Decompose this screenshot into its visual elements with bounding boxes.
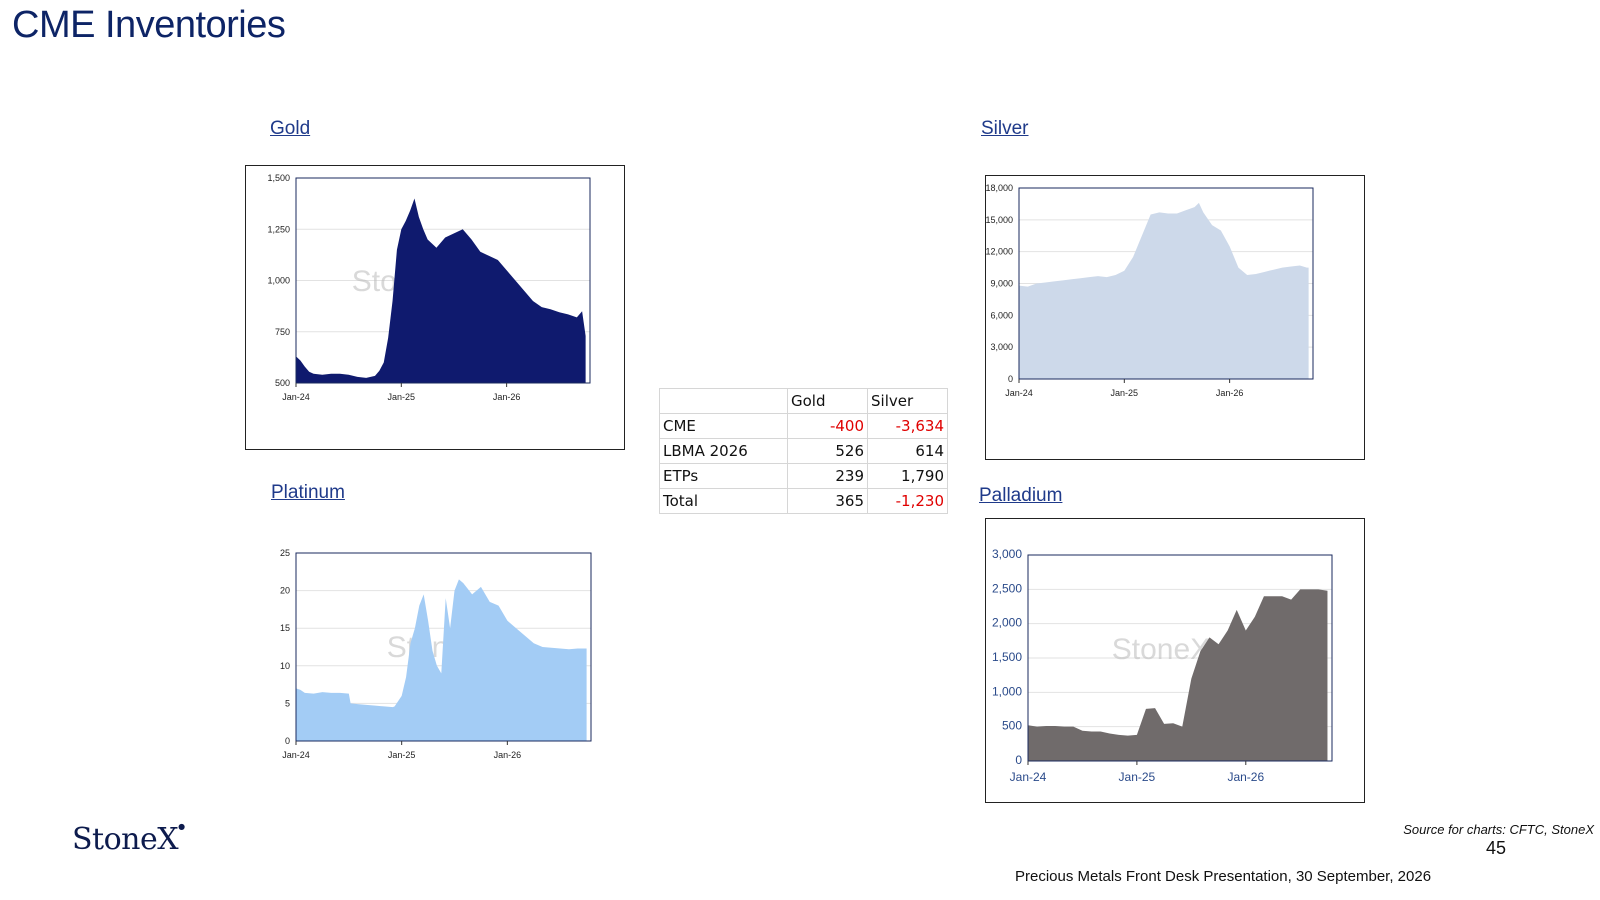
y-tick-label: 1,500 bbox=[267, 173, 290, 183]
palladium-chart-title[interactable]: Palladium bbox=[979, 485, 1063, 506]
x-tick-label: Jan-26 bbox=[494, 750, 522, 760]
page-number: 45 bbox=[1486, 838, 1507, 858]
y-tick-label: 15 bbox=[280, 623, 290, 633]
table-row: CME -400 -3,634 bbox=[659, 413, 948, 439]
y-tick-label: 0 bbox=[285, 736, 290, 746]
y-tick-label: 6,000 bbox=[990, 310, 1013, 320]
y-tick-label: 9,000 bbox=[990, 279, 1013, 289]
y-tick-label: 2,000 bbox=[992, 616, 1022, 630]
table-header-cell: Silver bbox=[867, 388, 948, 414]
x-tick-label: Jan-26 bbox=[1227, 770, 1264, 784]
silver-inventory-chart: 03,0006,0009,00012,00015,00018,000StoneX… bbox=[986, 183, 1314, 398]
silver-value: 614 bbox=[867, 438, 948, 464]
stonex-logo: StoneX● bbox=[72, 822, 185, 857]
y-tick-label: 500 bbox=[275, 378, 290, 388]
row-label: Total bbox=[659, 488, 788, 514]
gold-value: -400 bbox=[787, 413, 868, 439]
source-note: Source for charts: CFTC, StoneX bbox=[1403, 822, 1594, 837]
x-tick-label: Jan-25 bbox=[1119, 770, 1156, 784]
palladium-inventory-area bbox=[1028, 589, 1328, 761]
y-tick-label: 25 bbox=[280, 548, 290, 558]
gold-value: 365 bbox=[787, 488, 868, 514]
x-tick-label: Jan-25 bbox=[388, 750, 416, 760]
x-tick-label: Jan-24 bbox=[282, 392, 310, 402]
x-tick-label: Jan-24 bbox=[1010, 770, 1047, 784]
table-header-cell: Gold bbox=[787, 388, 868, 414]
y-tick-label: 15,000 bbox=[986, 215, 1013, 225]
palladium-inventory-chart: 0 500 1,000 1,500 2,000 2,500 3,000 StoneX Jan-2… bbox=[992, 547, 1333, 784]
row-label: LBMA 2026 bbox=[659, 438, 788, 464]
gold-inventory-chart: 5007501,0001,2501,500StoneXJan-24Jan-25J… bbox=[267, 173, 591, 402]
silver-value: -3,634 bbox=[867, 413, 948, 439]
table-row: ETPs 239 1,790 bbox=[659, 463, 948, 489]
y-tick-label: 18,000 bbox=[986, 183, 1013, 193]
silver-value: -1,230 bbox=[867, 488, 948, 514]
page-title: CME Inventories bbox=[12, 4, 286, 46]
y-tick-label: 1,500 bbox=[992, 650, 1022, 664]
inventory-change-table: Gold Silver CME -400 -3,634 LBMA 2026 52… bbox=[659, 388, 948, 514]
x-tick-label: Jan-24 bbox=[1005, 388, 1033, 398]
table-row: Total 365 -1,230 bbox=[659, 488, 948, 514]
y-tick-label: 500 bbox=[1002, 719, 1022, 733]
gold-chart-title[interactable]: Gold bbox=[270, 118, 311, 139]
y-tick-label: 1,000 bbox=[992, 684, 1022, 698]
x-tick-label: Jan-25 bbox=[388, 392, 416, 402]
stonex-watermark: StoneX bbox=[1112, 633, 1210, 666]
silver-chart-title[interactable]: Silver bbox=[981, 118, 1029, 139]
x-tick-label: Jan-24 bbox=[282, 750, 310, 760]
y-tick-label: 0 bbox=[1015, 753, 1022, 767]
y-tick-label: 3,000 bbox=[990, 342, 1013, 352]
gold-inventory-area bbox=[296, 198, 586, 383]
x-tick-label: Jan-26 bbox=[493, 392, 521, 402]
x-tick-label: Jan-25 bbox=[1111, 388, 1139, 398]
y-tick-label: 1,000 bbox=[267, 276, 290, 286]
y-tick-label: 5 bbox=[285, 698, 290, 708]
y-tick-label: 2,500 bbox=[992, 581, 1022, 595]
row-label: ETPs bbox=[659, 463, 788, 489]
silver-inventory-area bbox=[1019, 202, 1309, 379]
y-tick-label: 3,000 bbox=[992, 547, 1022, 561]
y-tick-label: 10 bbox=[280, 661, 290, 671]
plot-border bbox=[295, 552, 592, 742]
plot-border bbox=[1027, 554, 1333, 762]
table-header-row: Gold Silver bbox=[659, 388, 948, 414]
silver-value: 1,790 bbox=[867, 463, 948, 489]
y-tick-label: 0 bbox=[1008, 374, 1013, 384]
plot-border bbox=[1018, 187, 1314, 380]
y-tick-label: 20 bbox=[280, 586, 290, 596]
y-tick-label: 750 bbox=[275, 327, 290, 337]
footer-text: Precious Metals Front Desk Presentation,… bbox=[1015, 868, 1432, 885]
row-label: CME bbox=[659, 413, 788, 439]
platinum-inventory-area bbox=[296, 579, 587, 741]
y-tick-label: 1,250 bbox=[267, 224, 290, 234]
x-tick-label: Jan-26 bbox=[1216, 388, 1244, 398]
gold-value: 239 bbox=[787, 463, 868, 489]
table-header-cell bbox=[659, 388, 788, 414]
y-tick-label: 12,000 bbox=[986, 247, 1013, 257]
platinum-chart-title[interactable]: Platinum bbox=[271, 482, 345, 503]
table-row: LBMA 2026 526 614 bbox=[659, 438, 948, 464]
plot-border bbox=[295, 177, 591, 384]
gold-value: 526 bbox=[787, 438, 868, 464]
